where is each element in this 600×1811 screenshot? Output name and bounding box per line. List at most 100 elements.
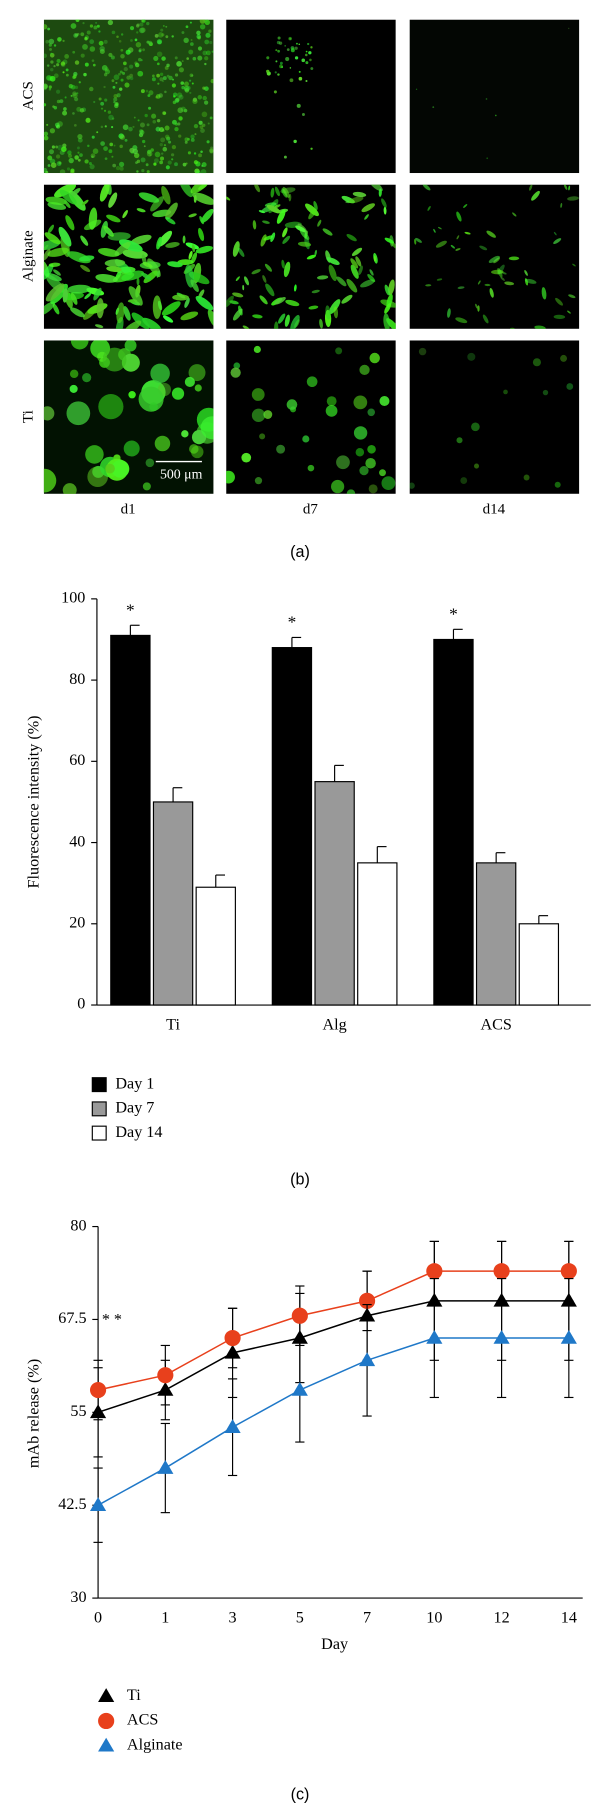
cell [62,483,77,494]
cell [69,369,79,379]
cell [191,82,194,85]
cell [146,21,150,26]
scale-bar-label: 500 μm [160,467,203,482]
cell [285,299,300,307]
cell [161,185,171,205]
cell [174,56,178,60]
cell [286,399,298,410]
cell [65,68,69,72]
cell [568,27,570,30]
cell [486,157,489,160]
cell [155,94,161,99]
cell [104,98,108,102]
cell [157,300,163,311]
cell [207,309,214,328]
legend-swatch [91,1077,107,1093]
cell [409,482,415,489]
cell [49,149,54,155]
cell [136,31,139,34]
cell [384,303,392,314]
cell [328,299,341,315]
cell [48,262,61,267]
bar [152,801,194,1006]
cell [307,464,315,472]
cell [307,42,310,46]
cell [187,151,191,155]
cell [138,48,142,52]
cell [128,390,136,399]
cell [96,298,104,319]
cell [64,54,70,59]
cell [326,396,337,407]
cell [63,107,67,111]
cell [48,88,52,91]
cell [67,150,72,155]
bar [110,634,151,1006]
cell [355,448,365,457]
cell [188,250,193,260]
cell [202,50,208,56]
legend-label: Day 14 [115,1124,162,1141]
cell [123,66,128,72]
cell [298,70,301,73]
cell [310,46,313,49]
cell [103,146,108,151]
cell [110,55,115,60]
x-tick-label: 12 [494,1610,510,1627]
cell [89,46,96,52]
cell [282,227,288,238]
cell [133,116,136,119]
cell [192,97,198,102]
y-tick-label: 55 [70,1403,86,1420]
marker [90,1381,107,1399]
x-tick-label: ACS [480,1016,511,1033]
cell [174,126,179,132]
cell [80,32,85,37]
cell [306,376,318,388]
cell [325,305,331,320]
cell [233,362,241,370]
legend-label: Day 7 [115,1100,154,1117]
cell [126,75,131,80]
cell [181,31,185,35]
cell [500,276,505,281]
cell [150,196,164,212]
cell [298,76,303,81]
cell [281,259,285,269]
cell [180,81,185,85]
cell [49,47,52,51]
x-tick-label: 5 [296,1610,304,1627]
cell [158,93,163,98]
cell [50,162,57,168]
cell [118,40,122,43]
cell [119,87,123,91]
cell [162,24,165,27]
cell [200,128,205,133]
cell [433,228,436,233]
cell [260,234,267,247]
cell [296,103,301,108]
cell [93,287,102,301]
cell [310,147,313,150]
bar [518,923,560,1006]
cell [140,59,143,62]
legend-label: ACS [127,1712,158,1729]
cell [489,288,494,298]
cell [381,198,387,208]
cell [74,97,79,102]
micrograph [226,340,396,494]
cell [113,93,118,99]
cell [62,39,65,43]
cell [279,61,283,65]
cell [230,367,241,378]
micrograph [43,184,214,329]
cell [553,238,562,245]
cell [189,79,192,82]
cell [198,227,205,242]
series-line [97,1300,569,1414]
cell [74,123,77,127]
micrograph [226,184,396,329]
cell [85,445,104,464]
cell [77,151,80,154]
